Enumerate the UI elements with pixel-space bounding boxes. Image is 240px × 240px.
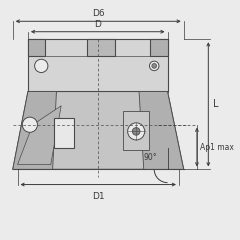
Bar [28,39,168,91]
Polygon shape [13,91,184,169]
Text: D: D [94,20,101,29]
Text: D6: D6 [92,9,105,18]
Bar [54,118,74,149]
Circle shape [22,117,37,132]
Text: D1: D1 [92,192,105,201]
Bar [87,39,115,56]
Text: Ap1 max: Ap1 max [200,143,234,151]
Bar [123,110,150,150]
Polygon shape [139,91,184,169]
Polygon shape [18,106,61,165]
Circle shape [152,64,156,68]
Bar [150,39,168,56]
Circle shape [35,59,48,72]
Text: L: L [213,99,219,109]
Circle shape [132,128,140,135]
Polygon shape [13,91,56,169]
Text: 90°: 90° [144,153,157,162]
Bar [28,39,45,56]
Circle shape [128,123,145,140]
Circle shape [150,61,159,71]
